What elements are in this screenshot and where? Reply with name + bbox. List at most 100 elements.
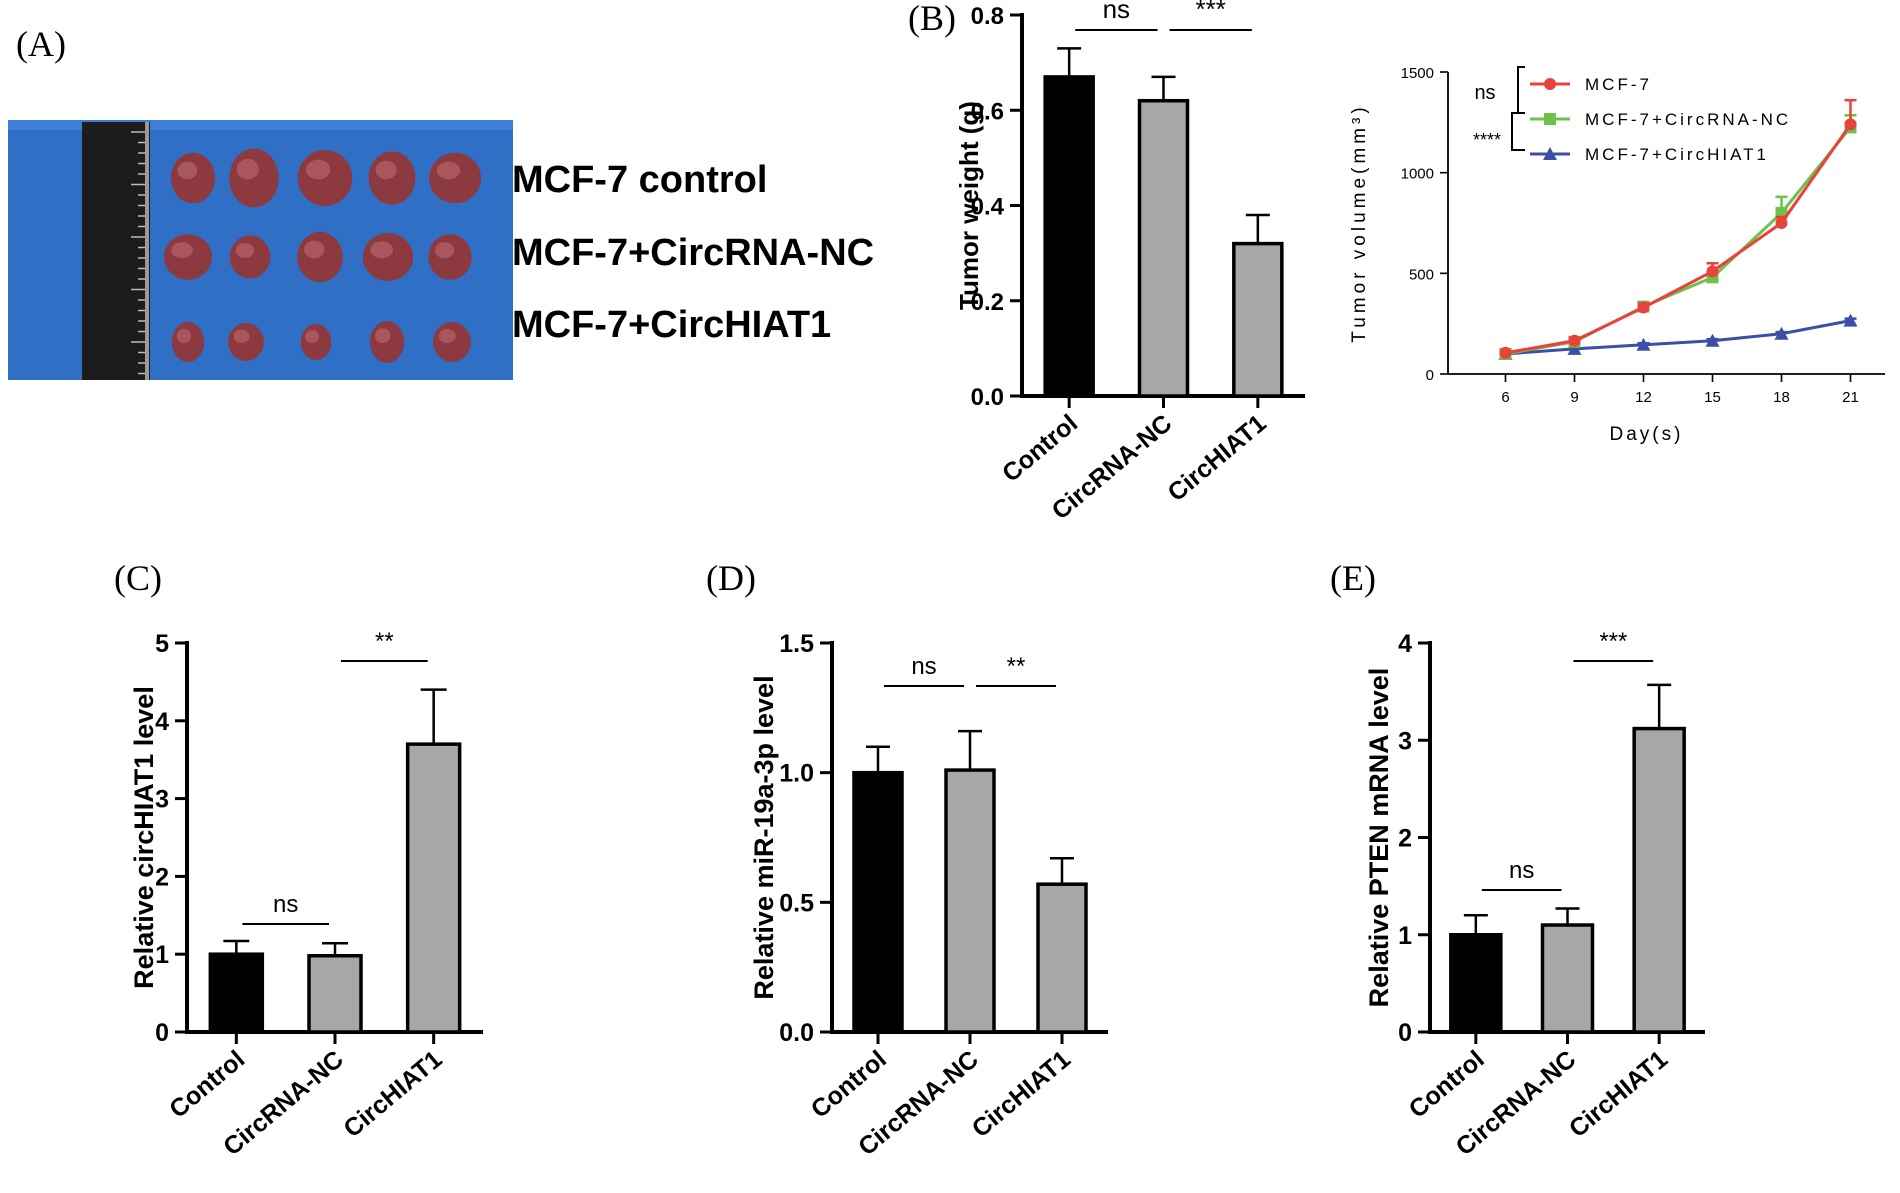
legend-bracket-label: ns (1474, 82, 1495, 104)
bar (208, 952, 265, 1034)
bar (405, 742, 462, 1034)
y-tick-label: 1.5 (779, 630, 814, 658)
photo-background-top (8, 120, 513, 130)
bar (1449, 933, 1503, 1034)
y-tick-label: 3 (155, 786, 169, 814)
tumor-highlight (436, 161, 461, 180)
bar (944, 768, 996, 1034)
significance-label: *** (1195, 0, 1225, 24)
tumor-highlight (176, 329, 192, 343)
panel-letter-c: (C) (114, 558, 162, 598)
tumor-photo (8, 120, 513, 380)
y-tick-label: 3 (1398, 727, 1412, 755)
tumor-highlight (233, 329, 250, 343)
ruler-ticks (131, 131, 145, 375)
legend-bracket (1511, 112, 1525, 151)
y-axis-title: Tumor volume(mm³) (1349, 103, 1370, 342)
tumor (228, 323, 264, 361)
x-tick-label: CircHIAT1 (1163, 409, 1272, 507)
x-tick-label: 9 (1570, 389, 1578, 406)
tumor (171, 322, 205, 362)
y-tick-label: 0.0 (971, 384, 1004, 411)
y-axis-title: Relative circHIAT1 level (129, 686, 159, 989)
tumor-highlight (236, 158, 259, 180)
data-point (1543, 147, 1557, 160)
panel-letter-e: (E) (1330, 558, 1376, 598)
legend-label: MCF-7+CircHIAT1 (1585, 145, 1769, 164)
y-tick-label: 0 (1426, 367, 1434, 384)
significance-label: ** (375, 628, 394, 655)
tumor-weight-chart: 0.0 0.2 0.4 0.6 0.8 Tumor weight (g) Control Ci… (954, 0, 1305, 525)
significance-label: ** (1007, 653, 1026, 680)
tumor (170, 152, 216, 204)
x-tick-label: CircHIAT1 (967, 1045, 1076, 1143)
tumor-highlight (235, 242, 255, 259)
x-tick-label: 21 (1842, 389, 1859, 406)
tumor (433, 322, 471, 362)
data-point (1544, 78, 1556, 90)
data-point (1499, 346, 1512, 359)
photo-label-circrna-nc: MCF-7+CircRNA-NC (512, 232, 874, 274)
data-point (1774, 326, 1789, 340)
bar (1540, 923, 1595, 1034)
bar (1232, 241, 1284, 398)
data-point (1844, 118, 1857, 131)
series-line (1505, 319, 1851, 356)
y-tick-label: 5 (155, 630, 169, 658)
data-point (1544, 113, 1556, 125)
x-tick-label: Control (997, 409, 1083, 488)
tumor (164, 234, 212, 280)
tumor-highlight (177, 161, 198, 180)
bar (307, 954, 363, 1034)
photo-label-control: MCF-7 control (512, 159, 767, 201)
data-point (1568, 334, 1581, 347)
significance-label: ns (911, 653, 936, 680)
ruler (82, 122, 150, 380)
significance-label: ns (1509, 857, 1534, 884)
tumor (297, 231, 343, 283)
data-point (1567, 341, 1582, 355)
x-axis-title: Day(s) (1610, 424, 1684, 445)
bar (852, 770, 904, 1034)
circhiat1-level-chart: 0 1 2 3 4 5 Relative circHIAT1 level Control Cir… (129, 628, 483, 1161)
x-tick-label: CircHIAT1 (1564, 1045, 1673, 1143)
tumor (229, 148, 279, 208)
y-tick-label: 0.0 (779, 1019, 814, 1047)
data-point (1843, 313, 1858, 327)
legend-bracket-label: **** (1473, 130, 1501, 150)
tumor-samples (164, 148, 481, 363)
x-tick-label: Control (806, 1045, 892, 1124)
photo-label-circhiat1: MCF-7+CircHIAT1 (512, 304, 831, 346)
y-axis-title: Tumor weight (g) (954, 101, 984, 310)
panel-letter-b: (B) (908, 0, 956, 38)
significance-label: ns (1103, 0, 1130, 24)
tumor-volume-chart: 0 500 1000 1500 6 9 12 15 18 21 Day(s) Tumor volume… (1349, 65, 1885, 445)
y-tick-label: 1500 (1401, 65, 1434, 82)
ruler-edge (145, 122, 149, 380)
x-tick-label: Control (1404, 1045, 1490, 1124)
data-point (1636, 337, 1651, 351)
tumor-highlight (370, 241, 394, 259)
bar (1137, 98, 1190, 398)
y-tick-label: 1000 (1401, 166, 1434, 183)
x-tick-label: 15 (1704, 389, 1721, 406)
tumor-highlight (375, 160, 397, 180)
tumor-highlight (434, 242, 455, 259)
series-line (1505, 123, 1852, 355)
x-tick-label: CircHIAT1 (338, 1045, 447, 1143)
x-tick-label: Control (164, 1045, 250, 1124)
x-tick-label: 6 (1501, 389, 1509, 406)
tumor-highlight (305, 159, 331, 180)
tumor-highlight (171, 242, 193, 259)
y-tick-label: 2 (155, 863, 169, 891)
y-tick-label: 4 (155, 708, 169, 736)
bar (1632, 726, 1686, 1034)
y-axis-title: Relative PTEN mRNA level (1364, 668, 1394, 1008)
bar (1036, 882, 1088, 1034)
data-point (1705, 333, 1720, 347)
legend-label: MCF-7+CircRNA-NC (1585, 110, 1791, 129)
panel-letter-a: (A) (16, 24, 66, 64)
tumor-highlight (304, 240, 325, 259)
